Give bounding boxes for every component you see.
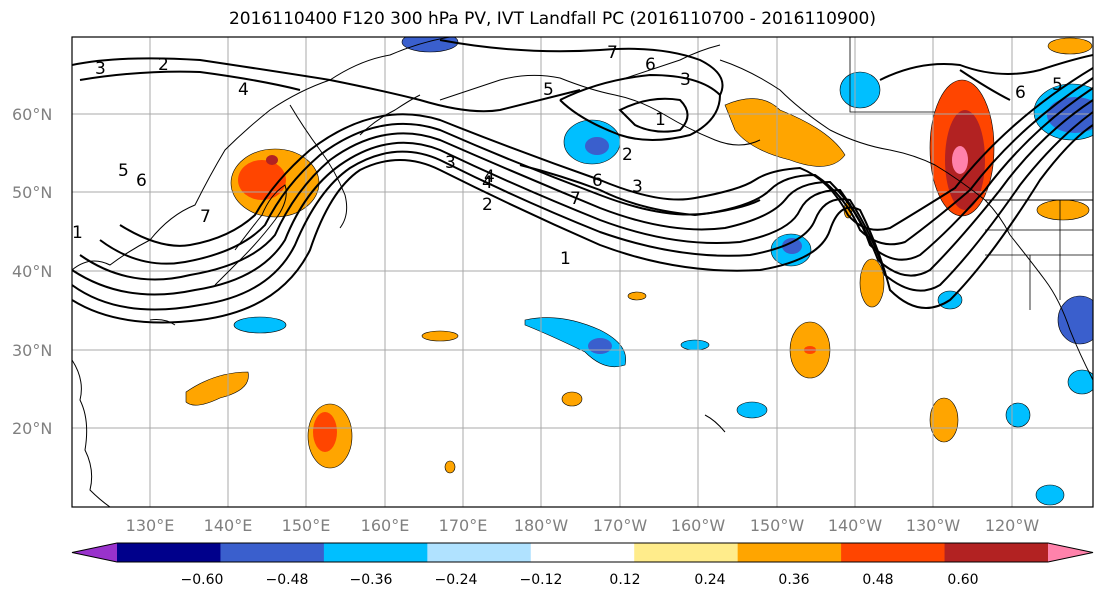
contour-label: 5 (543, 80, 554, 100)
colorbar-tick-label: 0.48 (862, 572, 893, 588)
colorbar-segment (634, 543, 739, 562)
longitude-labels: 130°E 140°E 150°E 160°E 170°E 180°W 170°… (126, 516, 1040, 535)
contour-label: 5 (118, 161, 129, 181)
graticule (72, 37, 1093, 507)
contour-label: 6 (136, 171, 147, 191)
colorbar-segment (737, 543, 842, 562)
lat-label: 20°N (12, 419, 52, 438)
contour-label: 4 (238, 80, 249, 100)
map-area (72, 37, 1093, 507)
pv-contours (72, 39, 1093, 324)
contour-label: 6 (1015, 83, 1026, 103)
contour-label: 6 (592, 171, 603, 191)
colorbar-outline (71, 542, 1094, 563)
colorbar-extend-min (72, 543, 117, 562)
colorbar-segment (117, 543, 221, 562)
borders (849, 37, 1093, 310)
lon-label: 180°W (514, 516, 569, 535)
lon-label: 140°E (204, 516, 253, 535)
colorbar-segment (944, 543, 1049, 562)
lat-label: 30°N (12, 341, 52, 360)
contour-label: 1 (655, 110, 666, 130)
colorbar-segment (530, 543, 635, 562)
contour-label: 7 (570, 189, 581, 209)
colorbar-segment (323, 543, 428, 562)
lon-label: 160°W (671, 516, 726, 535)
contour-label: 4 (482, 173, 493, 193)
contour-label: 2 (482, 195, 493, 215)
colorbar-tick-label: 0.24 (694, 572, 725, 588)
colorbar-tick-label: −0.36 (350, 572, 393, 588)
lon-label: 130°E (126, 516, 175, 535)
colorbar-extend-max (1048, 543, 1093, 562)
colorbar-tick-label: −0.48 (266, 572, 309, 588)
contour-label: 5 (1052, 75, 1063, 95)
colorbar-tick-label: 0.60 (947, 572, 978, 588)
lat-label: 40°N (12, 262, 52, 281)
map-frame (71, 36, 1094, 508)
contour-label: 2 (158, 55, 169, 75)
colorbar-segment (220, 543, 325, 562)
lon-label: 170°W (593, 516, 648, 535)
lat-label: 60°N (12, 105, 52, 124)
contour-label: 3 (445, 153, 456, 173)
lon-label: 150°W (750, 516, 805, 535)
contour-label: 1 (560, 249, 571, 269)
contour-label: 1 (72, 223, 83, 243)
contour-label: 2 (622, 145, 633, 165)
contour-label: 3 (632, 177, 643, 197)
colorbar-tick-label: 0.36 (778, 572, 809, 588)
lon-label: 130°W (906, 516, 961, 535)
contour-label: 7 (607, 43, 618, 63)
colorbar-tick-label: −0.12 (520, 572, 563, 588)
contour-label: 7 (200, 207, 211, 227)
map-title: 2016110400 F120 300 hPa PV, IVT Landfall… (228, 9, 876, 29)
lon-label: 120°W (985, 516, 1040, 535)
contour-label: 3 (680, 70, 691, 90)
lon-label: 150°E (282, 516, 331, 535)
latitude-labels: 60°N 50°N 40°N 30°N 20°N (12, 105, 52, 438)
colorbar-tick-label: −0.60 (181, 572, 224, 588)
lon-label: 170°E (439, 516, 488, 535)
colorbar-tick-label: −0.24 (435, 572, 478, 588)
contour-label: 6 (645, 55, 656, 75)
colorbar-segment (841, 543, 946, 562)
lat-label: 50°N (12, 183, 52, 202)
colorbar-tick-label: 0.12 (609, 572, 640, 588)
contour-label: 4 (484, 167, 495, 187)
lon-label: 140°W (828, 516, 883, 535)
colorbar-ticks: −0.60 −0.48 −0.36 −0.24 −0.12 0.12 0.24 … (181, 572, 979, 588)
contour-labels: 3 2 4 7 6 5 3 1 2 6 3 1 4 6 5 5 6 7 3 4 … (72, 43, 1063, 269)
colorbar (71, 542, 1094, 563)
contour-label: 3 (95, 59, 106, 79)
colorbar-segment (427, 543, 532, 562)
lon-label: 160°E (361, 516, 410, 535)
